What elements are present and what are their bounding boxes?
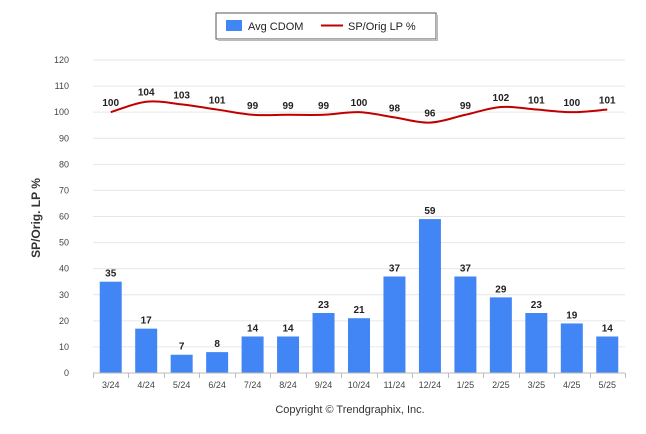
legend: Avg CDOM SP/Orig LP % — [215, 12, 438, 41]
line-series: 100 104 103 101 99 99 99 100 98 96 99 102 101 100 101 — [102, 88, 616, 124]
bar — [277, 336, 300, 373]
bar — [348, 318, 370, 373]
bar — [525, 313, 548, 373]
bar — [170, 354, 193, 373]
bar-series: 35 17 7 8 14 14 23 21 37 59 37 29 23 19 14 — [99, 206, 619, 373]
y-tick-label: 110 — [55, 81, 69, 91]
bar-value-label: 29 — [495, 284, 507, 295]
x-tick-label: 5/25 — [599, 380, 617, 390]
y-tick-label: 120 — [54, 55, 69, 65]
bar-value-label: 21 — [353, 305, 365, 316]
bar-value-label: 8 — [214, 339, 220, 350]
bar-value-label: 37 — [460, 263, 472, 274]
bar — [596, 336, 619, 373]
bar-value-label: 23 — [531, 300, 543, 311]
bar — [99, 281, 122, 373]
line-value-label: 96 — [424, 109, 436, 120]
line-value-label: 104 — [138, 88, 155, 99]
bar — [135, 328, 158, 373]
x-tick-label: 5/24 — [173, 380, 191, 390]
line-value-label: 100 — [102, 98, 119, 109]
bar — [454, 276, 477, 373]
x-tick-label: 3/25 — [528, 380, 546, 390]
x-tick-label: 10/24 — [348, 380, 371, 390]
x-tick-label: 1/25 — [457, 380, 475, 390]
bar-value-label: 14 — [283, 323, 295, 334]
legend-label-bar: Avg CDOM — [248, 21, 303, 33]
line-value-label: 101 — [599, 96, 616, 107]
line-value-label: 101 — [528, 96, 545, 107]
bar-value-label: 23 — [318, 300, 330, 311]
y-tick-label: 70 — [59, 185, 69, 195]
x-axis-ticks: 3/24 4/24 5/24 6/24 7/24 8/24 9/24 10/24 11/24 12… — [93, 373, 626, 390]
x-tick-label: 12/24 — [419, 380, 442, 390]
y-tick-label: 0 — [64, 368, 69, 378]
y-tick-label: 40 — [59, 264, 69, 274]
line-value-label: 98 — [389, 103, 401, 114]
y-tick-label: 30 — [59, 290, 69, 300]
x-tick-label: 11/24 — [384, 380, 406, 390]
bar-value-label: 37 — [389, 263, 401, 274]
bar-value-label: 19 — [566, 310, 578, 321]
y-axis-ticks: 0 10 20 30 40 50 60 70 80 90 100 110 120 — [54, 55, 69, 378]
bar-value-label: 14 — [602, 323, 614, 334]
bar — [418, 219, 441, 373]
bar-value-label: 14 — [247, 323, 259, 334]
bar — [206, 352, 229, 373]
legend-label-line: SP/Orig LP % — [348, 21, 416, 33]
y-tick-label: 100 — [54, 107, 69, 117]
line-value-label: 102 — [493, 93, 510, 104]
y-tick-label: 50 — [59, 238, 69, 248]
y-tick-label: 10 — [59, 342, 69, 352]
line-value-label: 99 — [247, 101, 259, 112]
bar — [560, 323, 583, 373]
bar-value-label: 17 — [141, 316, 153, 327]
grid — [93, 59, 625, 348]
bar — [383, 276, 406, 373]
copyright-footer: Copyright © Trendgraphix, Inc. — [275, 404, 424, 416]
x-tick-label: 6/24 — [208, 380, 226, 390]
line-value-label: 103 — [173, 90, 190, 101]
bar-value-label: 7 — [179, 342, 185, 353]
line-value-label: 100 — [351, 98, 368, 109]
y-tick-label: 80 — [59, 159, 69, 169]
bar — [241, 336, 264, 373]
y-tick-label: 20 — [59, 316, 69, 326]
x-tick-label: 2/25 — [492, 380, 510, 390]
legend-shadow-bottom — [218, 39, 438, 41]
bar-value-label: 59 — [424, 206, 436, 217]
legend-swatch-bar — [226, 20, 242, 31]
y-axis-title: SP/Orig. LP % — [29, 178, 43, 258]
y-tick-label: 60 — [59, 212, 69, 222]
line-value-label: 99 — [318, 101, 330, 112]
line-value-label: 101 — [209, 96, 226, 107]
x-tick-label: 7/24 — [244, 380, 262, 390]
line-value-label: 100 — [563, 98, 580, 109]
bar — [312, 313, 335, 373]
bar-value-label: 35 — [105, 269, 117, 280]
line-value-label: 99 — [460, 101, 472, 112]
series-line — [110, 100, 608, 124]
legend-shadow-right — [436, 15, 438, 41]
x-tick-label: 4/25 — [563, 380, 581, 390]
x-tick-label: 3/24 — [102, 380, 120, 390]
bar — [489, 297, 512, 373]
line-value-label: 99 — [283, 101, 295, 112]
y-tick-label: 90 — [59, 133, 69, 143]
x-tick-label: 8/24 — [279, 380, 297, 390]
x-tick-label: 4/24 — [137, 380, 155, 390]
x-tick-label: 9/24 — [315, 380, 333, 390]
